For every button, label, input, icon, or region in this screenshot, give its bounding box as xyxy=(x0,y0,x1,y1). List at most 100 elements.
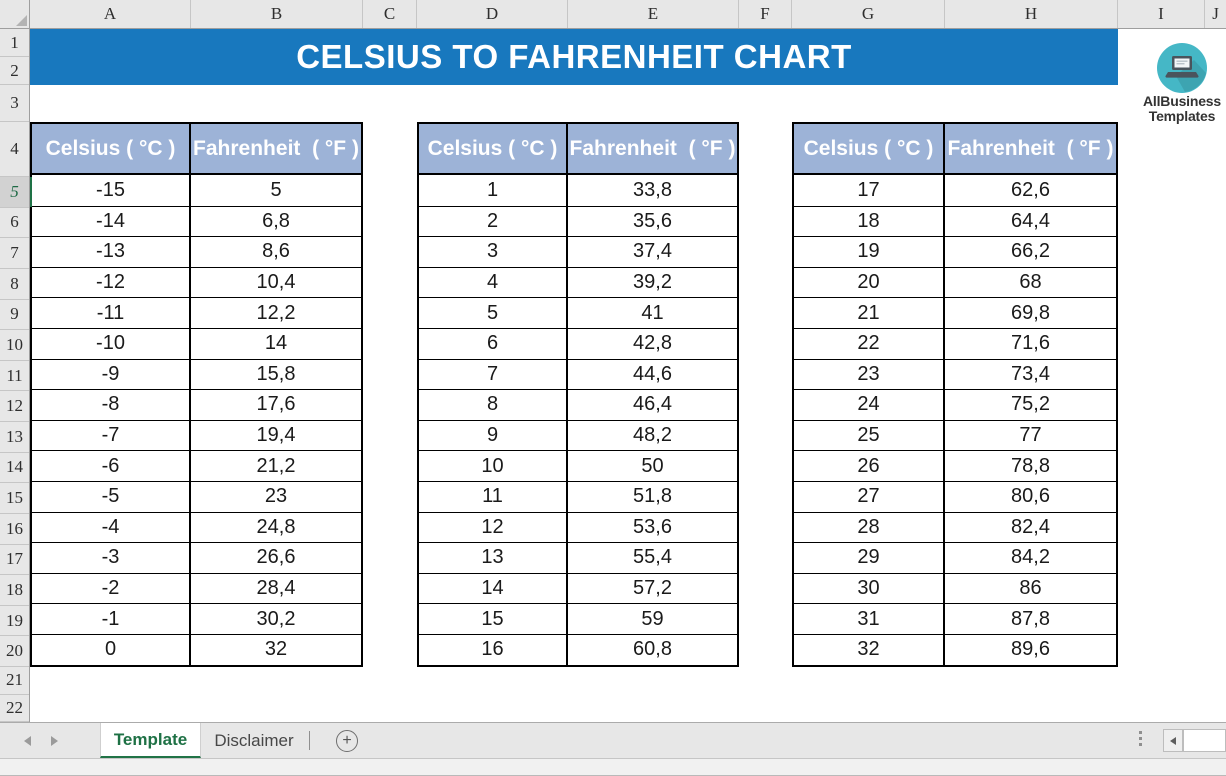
celsius-cell[interactable]: 10 xyxy=(419,451,568,481)
fahrenheit-cell[interactable]: 51,8 xyxy=(633,485,672,508)
celsius-cell[interactable]: -15 xyxy=(32,175,191,206)
row-header[interactable]: 8 xyxy=(0,269,29,300)
fahrenheit-cell[interactable]: 24,8 xyxy=(256,515,296,538)
fahrenheit-header-cell[interactable]: Fahrenheit ( °F ) xyxy=(569,136,736,160)
tab-template[interactable]: Template xyxy=(100,723,201,758)
celsius-cell[interactable]: -6 xyxy=(32,451,191,481)
celsius-cell[interactable]: 1 xyxy=(419,175,568,206)
hscroll-thumb[interactable] xyxy=(1183,729,1226,752)
celsius-cell[interactable]: 25 xyxy=(794,420,945,451)
title-banner[interactable]: CELSIUS TO FAHRENHEIT CHART xyxy=(30,29,1118,85)
celsius-cell[interactable]: -4 xyxy=(32,512,191,543)
fahrenheit-cell[interactable]: 28,4 xyxy=(256,577,296,600)
celsius-cell[interactable]: 29 xyxy=(794,543,945,573)
column-header[interactable]: D xyxy=(417,0,568,28)
sheet-nav-right-icon[interactable] xyxy=(51,736,58,746)
fahrenheit-cell[interactable]: 60,8 xyxy=(633,638,672,661)
celsius-cell[interactable]: 0 xyxy=(32,634,191,665)
fahrenheit-header-cell[interactable]: Fahrenheit ( °F ) xyxy=(193,136,359,160)
celsius-cell[interactable]: -12 xyxy=(32,267,191,298)
fahrenheit-cell[interactable]: 46,4 xyxy=(633,393,672,416)
fahrenheit-cell[interactable]: 55,4 xyxy=(633,546,672,569)
celsius-cell[interactable]: 28 xyxy=(794,512,945,543)
fahrenheit-cell[interactable]: 57,2 xyxy=(633,577,672,600)
celsius-cell[interactable]: 7 xyxy=(419,359,568,390)
fahrenheit-cell[interactable]: 75,2 xyxy=(1011,393,1050,416)
celsius-cell[interactable]: 12 xyxy=(419,512,568,543)
fahrenheit-cell[interactable]: 59 xyxy=(641,607,664,630)
celsius-cell[interactable]: 17 xyxy=(794,175,945,206)
fahrenheit-cell[interactable]: 64,4 xyxy=(1011,209,1050,232)
row-header[interactable]: 3 xyxy=(0,85,29,122)
celsius-cell[interactable]: -1 xyxy=(32,604,191,634)
fahrenheit-header-cell[interactable]: Fahrenheit ( °F ) xyxy=(947,136,1114,160)
column-header[interactable]: A xyxy=(30,0,191,28)
column-header[interactable]: E xyxy=(568,0,739,28)
fahrenheit-cell[interactable]: 35,6 xyxy=(633,209,672,232)
row-header[interactable]: 12 xyxy=(0,391,29,422)
celsius-header-cell[interactable]: Celsius ( °C ) xyxy=(32,124,191,173)
fahrenheit-cell[interactable]: 73,4 xyxy=(1011,362,1050,385)
fahrenheit-cell[interactable]: 21,2 xyxy=(256,454,296,477)
fahrenheit-cell[interactable]: 6,8 xyxy=(262,209,290,232)
fahrenheit-cell[interactable]: 68 xyxy=(1019,271,1042,294)
fahrenheit-cell[interactable]: 26,6 xyxy=(256,546,296,569)
celsius-cell[interactable]: -2 xyxy=(32,573,191,604)
fahrenheit-cell[interactable]: 44,6 xyxy=(633,362,672,385)
row-header[interactable]: 17 xyxy=(0,545,29,576)
row-header[interactable]: 11 xyxy=(0,361,29,392)
fahrenheit-cell[interactable]: 17,6 xyxy=(256,393,296,416)
fahrenheit-cell[interactable]: 23 xyxy=(264,485,288,508)
fahrenheit-cell[interactable]: 77 xyxy=(1019,424,1042,447)
fahrenheit-cell[interactable]: 71,6 xyxy=(1011,332,1050,355)
fahrenheit-cell[interactable]: 50 xyxy=(641,454,664,477)
column-header[interactable]: G xyxy=(792,0,945,28)
row-header[interactable]: 1 xyxy=(0,29,29,57)
row-header[interactable]: 20 xyxy=(0,636,29,667)
celsius-cell[interactable]: 31 xyxy=(794,604,945,634)
fahrenheit-cell[interactable]: 42,8 xyxy=(633,332,672,355)
column-header[interactable]: F xyxy=(739,0,792,28)
row-header[interactable]: 16 xyxy=(0,514,29,545)
fahrenheit-cell[interactable]: 66,2 xyxy=(1011,240,1050,263)
row-header[interactable]: 4 xyxy=(0,122,29,177)
celsius-cell[interactable]: 20 xyxy=(794,267,945,298)
fahrenheit-cell[interactable]: 53,6 xyxy=(633,515,672,538)
scrollbar-resize-grip[interactable] xyxy=(1139,731,1142,746)
celsius-cell[interactable]: 27 xyxy=(794,481,945,512)
celsius-cell[interactable]: 19 xyxy=(794,237,945,267)
celsius-cell[interactable]: -14 xyxy=(32,206,191,237)
fahrenheit-cell[interactable]: 39,2 xyxy=(633,271,672,294)
celsius-cell[interactable]: 4 xyxy=(419,267,568,298)
tab-disclaimer[interactable]: Disclaimer xyxy=(214,730,294,750)
fahrenheit-cell[interactable]: 62,6 xyxy=(1011,178,1050,201)
celsius-header-cell[interactable]: Celsius ( °C ) xyxy=(419,124,568,173)
celsius-cell[interactable]: -11 xyxy=(32,298,191,328)
row-header[interactable]: 18 xyxy=(0,575,29,606)
celsius-cell[interactable]: 18 xyxy=(794,206,945,237)
row-header[interactable]: 22 xyxy=(0,695,29,722)
fahrenheit-cell[interactable]: 78,8 xyxy=(1011,454,1050,477)
fahrenheit-cell[interactable]: 89,6 xyxy=(1011,638,1050,661)
column-header[interactable]: I xyxy=(1118,0,1205,28)
fahrenheit-cell[interactable]: 14 xyxy=(264,332,288,355)
fahrenheit-cell[interactable]: 84,2 xyxy=(1011,546,1050,569)
fahrenheit-cell[interactable]: 86 xyxy=(1019,577,1042,600)
row-header[interactable]: 7 xyxy=(0,238,29,269)
celsius-cell[interactable]: 13 xyxy=(419,543,568,573)
celsius-cell[interactable]: -10 xyxy=(32,328,191,359)
fahrenheit-cell[interactable]: 19,4 xyxy=(256,424,296,447)
fahrenheit-cell[interactable]: 33,8 xyxy=(633,178,672,201)
add-sheet-button[interactable]: + xyxy=(336,730,358,752)
column-header[interactable]: J xyxy=(1212,4,1219,23)
celsius-cell[interactable]: 6 xyxy=(419,328,568,359)
celsius-cell[interactable]: -5 xyxy=(32,481,191,512)
fahrenheit-cell[interactable]: 80,6 xyxy=(1011,485,1050,508)
celsius-cell[interactable]: 9 xyxy=(419,420,568,451)
celsius-cell[interactable]: -7 xyxy=(32,420,191,451)
row-header[interactable]: 13 xyxy=(0,422,29,453)
fahrenheit-cell[interactable]: 69,8 xyxy=(1011,301,1050,324)
sheet-nav-left-icon[interactable] xyxy=(24,736,31,746)
fahrenheit-cell[interactable]: 32 xyxy=(264,638,288,661)
celsius-cell[interactable]: 30 xyxy=(794,573,945,604)
